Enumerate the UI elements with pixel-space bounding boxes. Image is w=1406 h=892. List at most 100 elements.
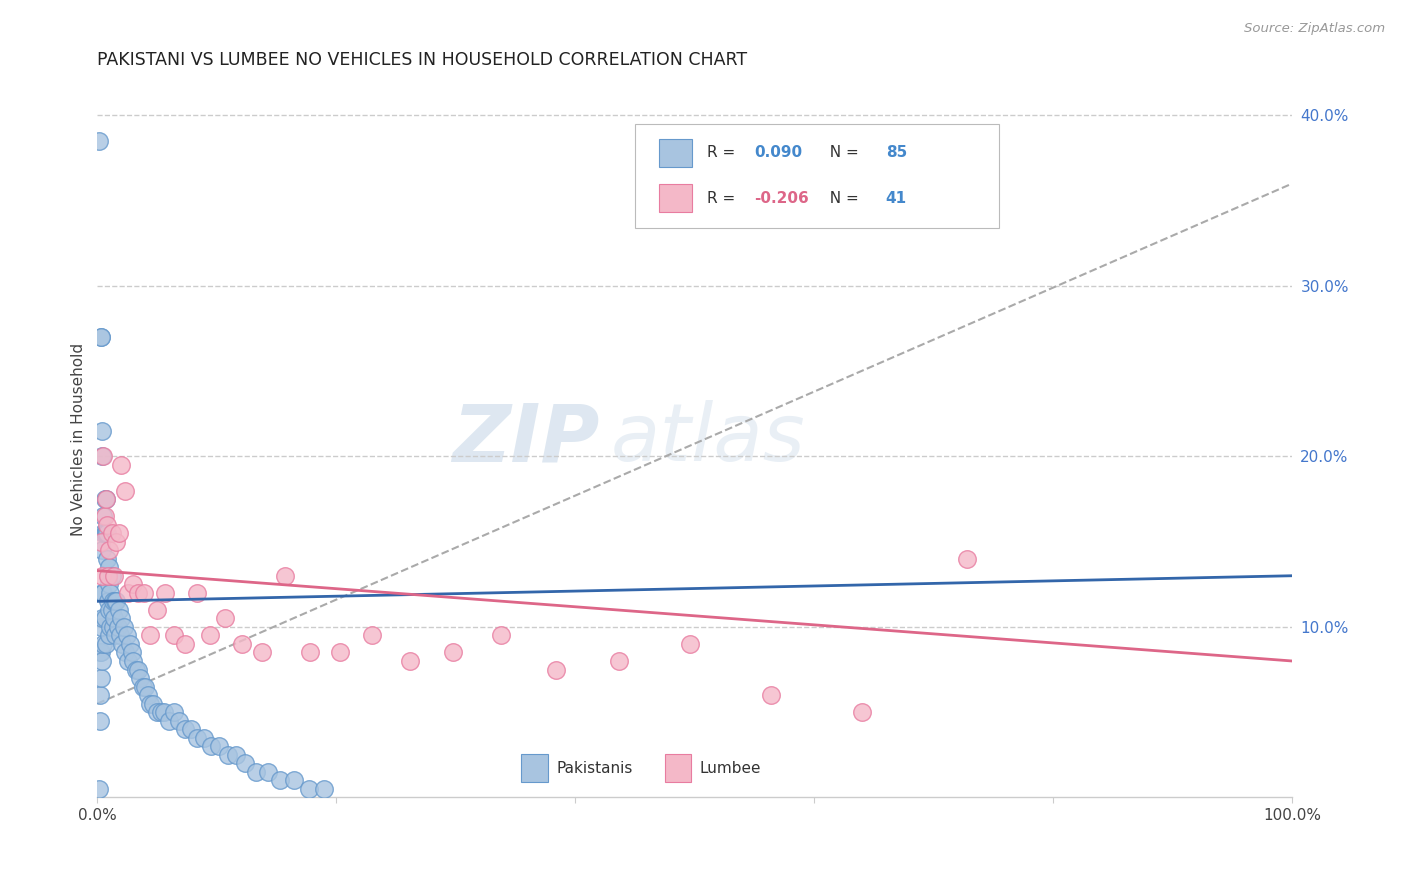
Point (155, 586, 177, 600)
FancyBboxPatch shape (665, 755, 692, 781)
Point (200, 739, 222, 754)
Point (107, 620, 129, 634)
Point (100, 526, 122, 541)
Point (146, 705, 169, 719)
FancyBboxPatch shape (636, 124, 1000, 228)
Point (186, 586, 208, 600)
Point (101, 594, 124, 608)
Point (90, 645, 112, 659)
Point (122, 577, 145, 591)
Text: 85: 85 (886, 145, 907, 161)
Point (91, 586, 114, 600)
Point (235, 756, 257, 771)
Point (90, 330, 112, 344)
Point (139, 697, 162, 711)
Point (114, 645, 136, 659)
Point (146, 603, 169, 617)
Point (91, 637, 114, 651)
Point (91, 611, 114, 625)
Point (94, 491, 117, 506)
Point (98, 603, 121, 617)
Point (87, 781, 110, 796)
Point (153, 705, 176, 719)
Point (139, 628, 162, 642)
Point (489, 628, 512, 642)
Point (124, 663, 146, 677)
Point (679, 637, 702, 651)
Point (283, 773, 305, 788)
Point (91, 424, 114, 438)
Point (132, 680, 155, 694)
Point (225, 747, 247, 762)
Point (98, 560, 121, 574)
Point (956, 551, 979, 566)
Point (274, 568, 297, 582)
Y-axis label: No Vehicles in Household: No Vehicles in Household (72, 343, 86, 536)
Point (546, 663, 568, 677)
Point (105, 594, 128, 608)
Point (129, 671, 152, 685)
Point (108, 526, 131, 541)
FancyBboxPatch shape (659, 138, 692, 168)
Point (851, 705, 873, 719)
Point (91, 526, 114, 541)
Point (117, 586, 139, 600)
Point (208, 739, 231, 754)
Point (98, 577, 121, 591)
Point (100, 620, 122, 634)
Point (90, 534, 112, 549)
Point (93, 509, 115, 524)
Point (122, 654, 145, 668)
Point (142, 697, 165, 711)
Point (94, 491, 117, 506)
Point (163, 628, 186, 642)
Text: R =: R = (707, 145, 740, 161)
FancyBboxPatch shape (522, 755, 548, 781)
Point (91, 450, 114, 464)
Point (157, 714, 180, 728)
Point (104, 628, 127, 642)
Text: atlas: atlas (612, 401, 806, 478)
Point (94, 637, 117, 651)
Point (217, 747, 239, 762)
Point (186, 731, 208, 745)
Text: Source: ZipAtlas.com: Source: ZipAtlas.com (1244, 22, 1385, 36)
Text: Lumbee: Lumbee (699, 761, 761, 775)
Point (136, 688, 159, 702)
Point (91, 543, 114, 558)
Point (250, 645, 273, 659)
Point (132, 586, 155, 600)
Point (91, 450, 114, 464)
Point (96, 551, 118, 566)
Point (314, 781, 336, 796)
Point (110, 611, 132, 625)
Point (173, 722, 195, 736)
Point (89, 645, 111, 659)
Point (127, 586, 149, 600)
Text: Pakistanis: Pakistanis (557, 761, 633, 775)
Text: R =: R = (707, 191, 740, 205)
Point (93, 611, 115, 625)
Point (111, 637, 134, 651)
Point (167, 714, 190, 728)
Point (117, 654, 139, 668)
Point (97, 568, 120, 582)
Text: -0.206: -0.206 (755, 191, 808, 205)
Point (108, 603, 131, 617)
Point (100, 586, 122, 600)
Text: PAKISTANI VS LUMBEE NO VEHICLES IN HOUSEHOLD CORRELATION CHART: PAKISTANI VS LUMBEE NO VEHICLES IN HOUSE… (97, 51, 748, 69)
Text: 41: 41 (886, 191, 907, 205)
Point (115, 628, 138, 642)
Point (114, 483, 136, 498)
Point (149, 705, 172, 719)
Point (329, 645, 352, 659)
Point (609, 654, 631, 668)
Point (180, 722, 202, 736)
Point (231, 637, 253, 651)
Point (97, 594, 120, 608)
Point (269, 773, 291, 788)
Point (298, 645, 321, 659)
Point (90, 671, 112, 685)
Point (121, 645, 143, 659)
Point (441, 645, 464, 659)
